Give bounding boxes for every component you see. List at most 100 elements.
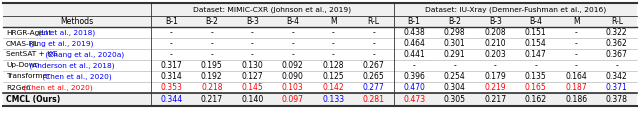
Text: (Chen et al., 2020): (Chen et al., 2020)	[21, 84, 93, 91]
Text: 0.265: 0.265	[363, 72, 385, 81]
Text: 0.151: 0.151	[525, 28, 547, 37]
Text: B-4: B-4	[286, 17, 300, 26]
Text: 0.353: 0.353	[160, 83, 182, 92]
Text: 0.362: 0.362	[606, 39, 628, 48]
Text: (Chen et al., 2020): (Chen et al., 2020)	[40, 73, 111, 80]
Text: -: -	[170, 50, 173, 59]
Text: 0.145: 0.145	[241, 83, 263, 92]
Text: SentSAT + KG: SentSAT + KG	[6, 51, 58, 57]
Text: -: -	[251, 28, 253, 37]
Text: -: -	[575, 28, 578, 37]
Text: B-1: B-1	[164, 17, 178, 26]
Text: -: -	[170, 39, 173, 48]
Text: B-3: B-3	[246, 17, 259, 26]
Text: 0.317: 0.317	[161, 61, 182, 70]
Bar	[3, 71, 637, 82]
Text: Up-Down: Up-Down	[6, 63, 40, 68]
Text: -: -	[575, 61, 578, 70]
Text: 0.192: 0.192	[201, 72, 223, 81]
Text: 0.342: 0.342	[606, 72, 628, 81]
Text: -: -	[251, 50, 253, 59]
Bar	[3, 3, 637, 27]
Text: R-L: R-L	[611, 17, 623, 26]
Text: CMCL (Ours): CMCL (Ours)	[6, 95, 60, 104]
Text: 0.203: 0.203	[484, 50, 506, 59]
Text: -: -	[332, 39, 335, 48]
Text: 0.378: 0.378	[605, 95, 628, 104]
Bar	[3, 49, 637, 60]
Text: 0.254: 0.254	[444, 72, 466, 81]
Text: 0.097: 0.097	[282, 95, 304, 104]
Text: 0.277: 0.277	[363, 83, 385, 92]
Text: 0.217: 0.217	[201, 95, 223, 104]
Text: 0.473: 0.473	[403, 95, 426, 104]
Text: -: -	[616, 61, 618, 70]
Text: B-2: B-2	[448, 17, 461, 26]
Text: 0.304: 0.304	[444, 83, 466, 92]
Text: B-2: B-2	[205, 17, 218, 26]
Text: B-3: B-3	[489, 17, 502, 26]
Text: 0.314: 0.314	[161, 72, 182, 81]
Text: 0.103: 0.103	[282, 83, 303, 92]
Text: 0.195: 0.195	[201, 61, 223, 70]
Text: HRGR-Agent: HRGR-Agent	[6, 30, 51, 36]
Bar	[3, 38, 637, 49]
Text: 0.305: 0.305	[444, 95, 466, 104]
Text: 0.267: 0.267	[363, 61, 385, 70]
Text: 0.367: 0.367	[606, 50, 628, 59]
Bar	[3, 82, 637, 93]
Text: -: -	[211, 50, 213, 59]
Text: B-1: B-1	[408, 17, 420, 26]
Text: -: -	[453, 61, 456, 70]
Text: M: M	[330, 17, 337, 26]
Text: -: -	[372, 50, 375, 59]
Text: 0.219: 0.219	[484, 83, 506, 92]
Text: -: -	[291, 28, 294, 37]
Text: 0.470: 0.470	[403, 83, 425, 92]
Text: 0.291: 0.291	[444, 50, 465, 59]
Text: 0.142: 0.142	[323, 83, 344, 92]
Bar	[3, 93, 637, 106]
Text: 0.125: 0.125	[323, 72, 344, 81]
Text: -: -	[251, 39, 253, 48]
Text: 0.186: 0.186	[565, 95, 588, 104]
Text: 0.187: 0.187	[565, 83, 587, 92]
Text: 0.127: 0.127	[241, 72, 263, 81]
Text: 0.441: 0.441	[403, 50, 425, 59]
Text: 0.371: 0.371	[606, 83, 628, 92]
Text: B-4: B-4	[529, 17, 542, 26]
Bar	[3, 60, 637, 71]
Text: 0.464: 0.464	[403, 39, 425, 48]
Text: M: M	[573, 17, 580, 26]
Text: -: -	[575, 39, 578, 48]
Text: -: -	[413, 61, 415, 70]
Text: (Anderson et al., 2018): (Anderson et al., 2018)	[28, 62, 115, 69]
Text: CMAS-RL: CMAS-RL	[6, 41, 39, 47]
Text: -: -	[372, 39, 375, 48]
Text: 0.298: 0.298	[444, 28, 465, 37]
Text: 0.090: 0.090	[282, 72, 304, 81]
Text: (Zhang et al., 2020a): (Zhang et al., 2020a)	[43, 51, 124, 58]
Text: 0.133: 0.133	[322, 95, 344, 104]
Text: 0.130: 0.130	[241, 61, 263, 70]
Text: -: -	[211, 39, 213, 48]
Text: 0.179: 0.179	[484, 72, 506, 81]
Text: -: -	[170, 28, 173, 37]
Text: (Jing et al., 2019): (Jing et al., 2019)	[28, 40, 94, 47]
Text: -: -	[291, 50, 294, 59]
Text: (Li et al., 2018): (Li et al., 2018)	[36, 29, 96, 36]
Text: 0.281: 0.281	[363, 95, 385, 104]
Text: 0.140: 0.140	[241, 95, 264, 104]
Text: Dataset: IU-Xray (Demner-Fushman et al., 2016): Dataset: IU-Xray (Demner-Fushman et al.,…	[425, 6, 606, 13]
Bar	[3, 27, 637, 38]
Text: R-L: R-L	[368, 17, 380, 26]
Text: -: -	[291, 39, 294, 48]
Text: -: -	[372, 28, 375, 37]
Text: 0.147: 0.147	[525, 50, 547, 59]
Text: 0.217: 0.217	[484, 95, 506, 104]
Text: 0.438: 0.438	[403, 28, 425, 37]
Text: 0.128: 0.128	[323, 61, 344, 70]
Text: -: -	[534, 61, 537, 70]
Text: Methods: Methods	[60, 17, 93, 26]
Text: Transformer: Transformer	[6, 74, 50, 80]
